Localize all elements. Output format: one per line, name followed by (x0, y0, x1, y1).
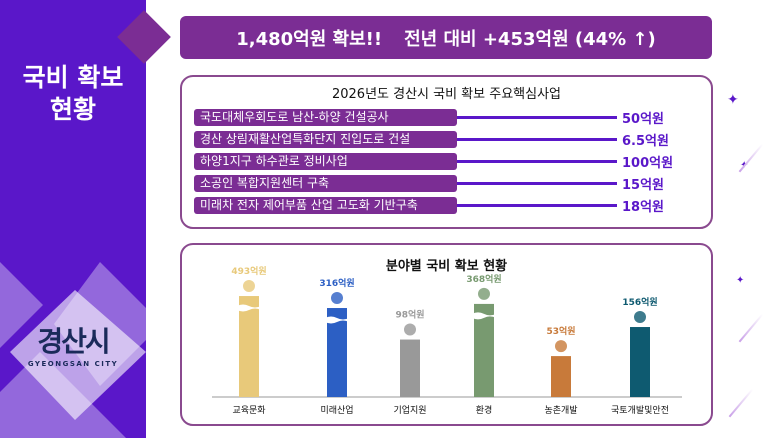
category-label: 미래산업 (320, 405, 353, 416)
tree-icon (478, 287, 490, 300)
bar-미래산업 (327, 308, 347, 397)
connector-line (457, 138, 617, 141)
data-label: 316억원 (319, 277, 354, 289)
total-amount: 1,480억원 확보!! (236, 28, 383, 50)
data-label: 368억원 (466, 273, 501, 285)
connector-line (457, 116, 617, 119)
farm-icon (555, 340, 567, 353)
factory-icon (404, 323, 416, 336)
shield-icon (634, 311, 646, 324)
category-label: 기업지원 (393, 405, 426, 416)
category-label: 농촌개발 (544, 405, 577, 416)
connector-line (457, 204, 617, 207)
axis-break-mark (325, 316, 349, 324)
category-label: 국토개발및안전 (611, 404, 669, 416)
bar-교육문화 (239, 296, 259, 397)
bar-기업지원 (400, 339, 420, 397)
project-amount: 6.5억원 (622, 134, 669, 149)
key-projects-panel: 2026년도 경산시 국비 확보 주요핵심사업 국도대체우회도로 남산-하양 건… (180, 75, 713, 229)
yoy-change: 전년 대비 +453억원 (44% ↑) (404, 28, 656, 50)
data-label: 98억원 (395, 309, 424, 321)
summary-banner: 1,480억원 확보!! 전년 대비 +453억원 (44% ↑) (180, 16, 712, 59)
bar-환경 (474, 303, 494, 397)
project-name: 경산 상림재활산업특화단지 진입도로 건설 (194, 131, 457, 148)
sparkle-icon: ✦ (727, 92, 739, 108)
data-label: 53억원 (546, 325, 575, 337)
ai-icon (331, 292, 343, 305)
decor-streak (738, 143, 764, 173)
project-name: 하양1지구 하수관로 정비사업 (194, 153, 457, 170)
sparkle-icon: ✦ (736, 275, 745, 286)
project-amount: 50억원 (622, 112, 665, 127)
city-logo: 경산시 GYEONGSAN CITY (18, 320, 128, 368)
project-name: 국도대체우회도로 남산-하양 건설공사 (194, 109, 457, 126)
connector-line (457, 160, 617, 163)
logo-text: 경산시 (37, 325, 110, 358)
project-amount: 15억원 (622, 178, 665, 193)
project-row: 국도대체우회도로 남산-하양 건설공사 50억원 (194, 109, 694, 127)
data-label: 493억원 (231, 265, 266, 277)
panel-title: 2026년도 경산시 국비 확보 주요핵심사업 (331, 87, 561, 102)
title-line-2: 현황 (49, 95, 96, 124)
decor-diamonds (0, 262, 146, 438)
category-label: 교육문화 (232, 405, 265, 416)
decor-streak (738, 313, 764, 343)
decor-diamond (10, 290, 146, 420)
project-amount: 100억원 (622, 156, 674, 171)
project-row: 소공인 복합지원센터 구축 15억원 (194, 175, 694, 193)
title-line-1: 국비 확보 (22, 63, 124, 92)
decor-streak (728, 388, 754, 418)
axis-break-mark (472, 312, 496, 320)
project-row: 하양1지구 하수관로 정비사업 100억원 (194, 153, 694, 171)
project-row: 경산 상림재활산업특화단지 진입도로 건설 6.5억원 (194, 131, 694, 149)
bar-국토개발및안전 (630, 327, 650, 397)
decor-diamond (0, 262, 43, 348)
bar-농촌개발 (551, 356, 571, 397)
project-name: 미래차 전자 제어부품 산업 고도화 기반구축 (194, 197, 457, 214)
category-label: 환경 (476, 404, 493, 416)
connector-line (457, 182, 617, 185)
data-label: 156억원 (622, 296, 657, 308)
axis-break-mark (237, 304, 261, 312)
book-icon (243, 280, 255, 293)
chart-title: 분야별 국비 확보 현황 (385, 259, 508, 274)
project-amount: 18억원 (622, 200, 665, 215)
project-name: 소공인 복합지원센터 구축 (194, 175, 457, 192)
project-row: 미래차 전자 제어부품 산업 고도화 기반구축 18억원 (194, 197, 694, 215)
logo-subtext: GYEONGSAN CITY (27, 360, 119, 368)
